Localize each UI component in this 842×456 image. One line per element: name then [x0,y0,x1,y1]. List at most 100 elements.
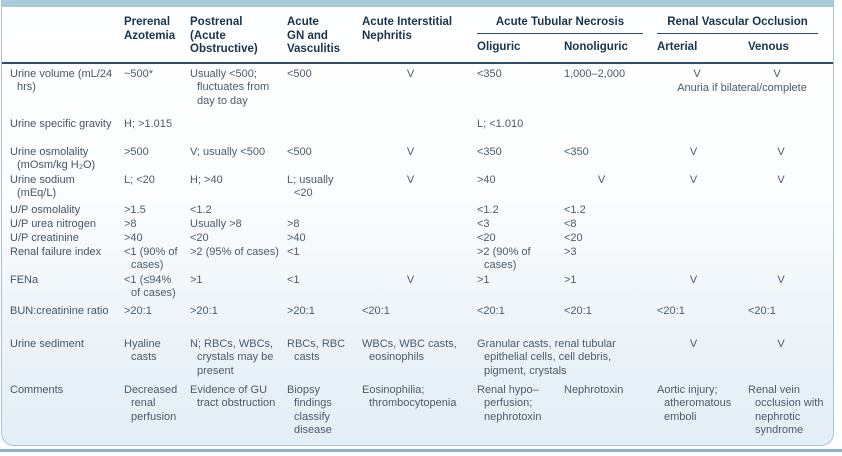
table-cell: <1.2 [477,203,499,216]
table-cell: <20 [564,231,583,244]
table-cell: Usually >8 [190,217,242,230]
table-cell: Evidence of GU tract obstruction [190,383,276,410]
header-separator [2,61,833,64]
table-cell: V; usually <500 [190,145,266,158]
table-cell: <3 [477,217,490,230]
table-cell: N; RBCs, WBCs, crystals may be present [190,337,274,377]
table-cell: Renal hypo–perfusion; nephrotoxin [477,383,542,423]
table-cell: Hyaline casts [124,337,161,364]
table-row: Urine sodium (mEq/L) L; <20 H; >40 L; usual… [2,174,833,204]
table-cell: >20:1 [190,304,218,317]
column-header-row-label [10,16,124,57]
column-header-postrenal: Postrenal (Acute Obstructive) [190,16,258,55]
table-cell: V [689,273,698,286]
table-cell: >3 [564,245,577,258]
table-cell: V [777,273,785,286]
table-cell: Decreased renal perfusion [124,383,178,423]
table-cell: <350 [477,67,502,80]
row-label: Urine sodium (mEq/L) [10,173,75,200]
cell-note: Anuria if bilateral/complete [677,82,807,94]
table-body: Urine volume (mL/24 hrs) ~500* Usually <50… [2,64,833,440]
value: V [773,67,781,80]
table-cell: ~500* [124,67,154,80]
table-cell: <20:1 [564,304,592,317]
table-cell: <20:1 [748,304,776,317]
table-cell: >1 [477,273,490,286]
table-card: Prerenal Azotemia Postrenal (Acute Obstru… [1,0,834,446]
table-cell: Usually <500; fluctuates from day to day [190,67,270,107]
table-cell: <500 [287,67,312,80]
table-cell: >8 [287,217,300,230]
table-row: Urine sediment Hyaline casts N; RBCs, WBCs… [2,338,833,384]
column-header-venous: Venous [748,41,789,54]
column-header-acute-interstitial-nephritis: Acute Interstitial Nephritis [362,16,453,42]
table-cell: <20:1 [657,304,685,317]
table-cell: >40 [124,231,143,244]
table-cell: >1 [190,273,203,286]
table-cell: RBCs, RBC casts [287,337,346,364]
table-cell: 1,000–2,000 [564,67,626,80]
table-row: U/P creatinine >40 <20 >40 <20 <20 [2,232,833,246]
table-cell: <1.2 [564,203,586,216]
row-label: U/P urea nitrogen [10,217,97,230]
row-label: U/P creatinine [10,231,79,244]
table-cell: Granular casts, renal tubular epithelial… [477,337,616,377]
table-row: U/P osmolality >1.5 <1.2 <1.2 <1.2 [2,204,833,218]
table-cell: <20:1 [362,304,390,317]
table-cell: V [597,173,606,186]
table-cell: <500 [287,145,312,158]
table-cell: WBCs, WBC casts, eosinophils [362,337,457,364]
table-cell: H; >1.015 [124,117,173,130]
table-cell: >2 (95% of cases) [190,245,279,258]
table-row: BUN:creatinine ratio >20:1 >20:1 >20:1 <20:1… [2,305,833,338]
bottom-rule [0,449,842,452]
table-row: Urine volume (mL/24 hrs) ~500* Usually <50… [2,68,833,118]
column-header-arterial: Arterial [657,41,698,54]
table-cell: >40 [287,231,306,244]
table-cell: <1.2 [190,203,212,216]
table-cell: L; usually <20 [287,173,334,200]
table-cell: V [406,173,415,186]
column-header-acute-gn-vasculitis: Acute GN and Vasculitis [287,16,341,55]
table-cell: Aortic injury; atheromatous emboli [657,383,732,423]
column-header-nonoliguric: Nonoliguric [564,41,628,54]
table-cell: <8 [564,217,577,230]
table-row: FENa <1 (≤94% of cases) >1 <1 V >1 >1 V V [2,274,833,305]
table-cell: >2 (90% of cases) [477,245,531,272]
table-header: Prerenal Azotemia Postrenal (Acute Obstru… [2,7,833,57]
table-cell: >8 [124,217,137,230]
table-cell: V V Anuria if bilateral/complete [657,68,832,96]
table-cell: L; <20 [124,173,155,186]
table-row: Urine specific gravity H; >1.015 L; <1.010 [2,118,833,146]
row-label: Comments [10,383,64,396]
table-cell: V [689,337,698,350]
table-row: Urine osmolality (mOsm/kg H₂O) >500 V; usu… [2,146,833,174]
table-cell: L; <1.010 [477,117,524,130]
group-header-renal-vascular-occlusion: Renal Vascular Occlusion [657,16,818,34]
table-row: Renal failure index <1 (90% of cases) >2 (… [2,246,833,274]
row-label: Urine specific gravity [10,117,112,130]
table-cell: <1 (≤94% of cases) [124,273,176,300]
table-cell: >500 [124,145,149,158]
table-cell: <20:1 [477,304,505,317]
row-label: FENa [10,273,39,286]
row-label: Urine osmolality (mOsm/kg H₂O) [10,145,96,172]
row-label: BUN:creatinine ratio [10,304,109,317]
table-cell: <20 [477,231,496,244]
row-label: Renal failure index [10,245,102,258]
table-cell: <1 (90% of cases) [124,245,178,272]
column-header-prerenal-azotemia: Prerenal Azotemia [124,16,176,42]
table-cell: >1.5 [124,203,146,216]
table-cell: V [406,145,415,158]
table-cell: <1 [287,245,300,258]
table-cell: <20 [190,231,209,244]
table-cell: <350 [564,145,589,158]
table-cell: V [777,145,785,158]
row-label: Urine sediment [10,337,84,350]
table-cell: H; >40 [190,173,223,186]
table-cell: Renal vein occlusion with nephrotic synd… [748,383,824,437]
table-cell: V [689,173,698,186]
table-row: Comments Decreased renal perfusion Evidenc… [2,384,833,440]
